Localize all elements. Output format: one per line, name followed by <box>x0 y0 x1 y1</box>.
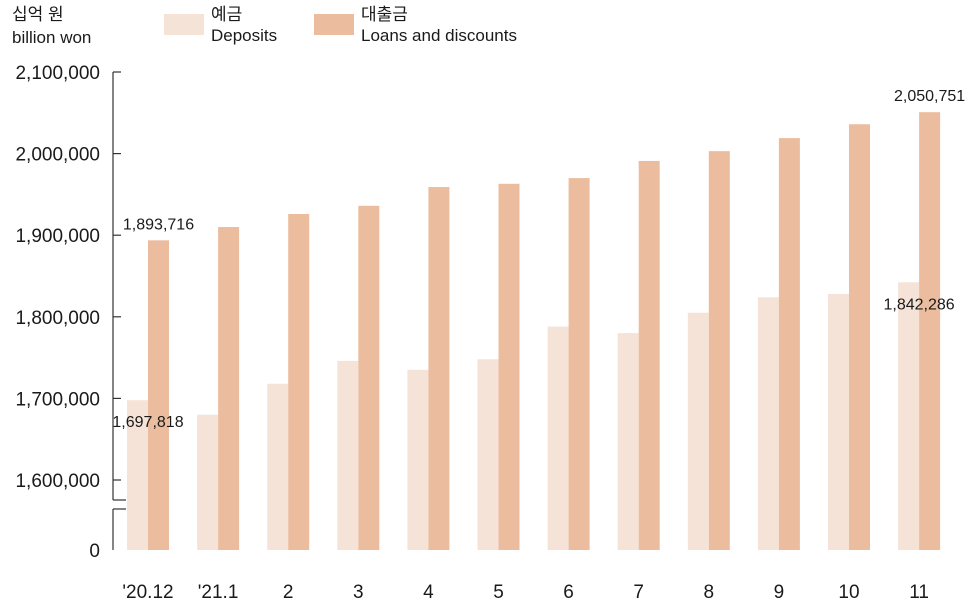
x-tick-label: 4 <box>423 582 434 603</box>
y-tick-label: 1,700,000 <box>15 389 100 410</box>
legend-label-ko: 예금 <box>211 5 242 24</box>
bar <box>638 160 660 550</box>
bar <box>498 183 520 551</box>
y-tick-label-zero: 0 <box>89 541 100 562</box>
y-axis: 1,600,000 1,700,000 1,800,000 1,900,000 2,00… <box>15 63 126 562</box>
legend-swatch <box>164 14 204 35</box>
bar <box>778 138 800 550</box>
bar <box>407 369 429 550</box>
bar <box>267 383 289 550</box>
x-tick-label: 7 <box>633 582 644 603</box>
y-tick-label: 1,900,000 <box>15 226 100 247</box>
x-tick-label: 5 <box>493 582 504 603</box>
x-tick-label: 11 <box>909 582 929 603</box>
bar <box>428 187 450 550</box>
data-label: 1,842,286 <box>884 296 955 313</box>
x-tick-label: 6 <box>563 582 574 603</box>
bars <box>127 112 941 551</box>
x-tick-label: 3 <box>353 582 364 603</box>
bar <box>568 178 590 550</box>
bar <box>919 112 941 550</box>
bar <box>687 312 709 550</box>
legend-label-ko: 대출금 <box>361 5 408 24</box>
y-tick-label: 2,100,000 <box>15 63 100 84</box>
legend-label: Loans and discounts <box>361 26 517 45</box>
bar <box>617 333 639 550</box>
y-tick-label: 1,600,000 <box>15 471 100 492</box>
bar <box>547 326 569 550</box>
bar <box>358 205 380 550</box>
y-tick-label: 2,000,000 <box>15 145 100 166</box>
bar <box>127 400 148 550</box>
unit-label: 십억 원 billion won <box>12 5 91 47</box>
unit-label-ko: 십억 원 <box>12 5 64 24</box>
bar <box>288 213 310 550</box>
bar <box>148 240 169 550</box>
bar <box>757 297 779 550</box>
data-label: 2,050,751 <box>894 88 965 105</box>
data-label: 1,893,716 <box>123 216 194 233</box>
legend-swatch <box>314 14 354 35</box>
legend: 예금 Deposits 대출금 Loans and discounts <box>164 5 517 45</box>
bar <box>849 124 870 550</box>
x-tick-label: 8 <box>704 582 715 603</box>
data-labels: 1,893,716 1,697,818 2,050,751 1,842,286 <box>112 88 965 431</box>
x-tick-label: 9 <box>774 582 785 603</box>
x-axis-labels: '20.12 '21.1 2 3 4 5 6 7 8 9 10 11 <box>122 582 929 603</box>
x-tick-label: '21.1 <box>198 582 239 603</box>
bar <box>337 360 359 550</box>
x-tick-label: 10 <box>838 582 859 603</box>
data-label: 1,697,818 <box>112 414 183 431</box>
bar <box>828 293 849 550</box>
bar <box>708 151 730 551</box>
x-tick-label: '20.12 <box>122 582 173 603</box>
unit-label-en: billion won <box>12 28 91 47</box>
bar <box>197 414 219 550</box>
y-tick-label: 1,800,000 <box>15 308 100 329</box>
bar <box>477 359 499 550</box>
bar <box>898 282 920 550</box>
bar <box>218 227 240 551</box>
legend-label: Deposits <box>211 26 277 45</box>
x-tick-label: 2 <box>283 582 294 603</box>
